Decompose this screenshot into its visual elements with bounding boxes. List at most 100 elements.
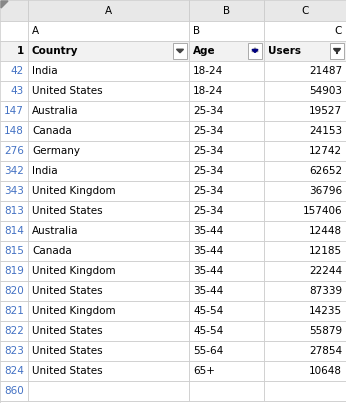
Bar — [0, 381, 28, 401]
Bar — [264, 381, 346, 401]
Text: 860: 860 — [4, 386, 24, 396]
Text: 813: 813 — [4, 206, 24, 216]
Text: 824: 824 — [4, 366, 24, 376]
Text: United Kingdom: United Kingdom — [32, 186, 116, 196]
Text: 25-34: 25-34 — [193, 206, 223, 216]
Bar — [28, 41, 189, 61]
Text: 43: 43 — [11, 86, 24, 96]
Bar — [0, 81, 28, 101]
Text: Canada: Canada — [32, 246, 72, 256]
Text: A: A — [105, 6, 112, 15]
Text: 1: 1 — [17, 46, 24, 56]
Bar — [264, 361, 346, 381]
Bar — [28, 101, 189, 121]
Bar — [189, 261, 264, 281]
Text: Canada: Canada — [32, 126, 72, 136]
Text: 12185: 12185 — [309, 246, 342, 256]
Text: United Kingdom: United Kingdom — [32, 266, 116, 276]
Bar — [189, 201, 264, 221]
Text: United States: United States — [32, 366, 103, 376]
Polygon shape — [334, 48, 340, 51]
Bar — [264, 141, 346, 161]
Text: A: A — [32, 26, 39, 36]
Bar — [0, 121, 28, 141]
Bar — [28, 121, 189, 141]
Text: 814: 814 — [4, 226, 24, 236]
Bar — [189, 61, 264, 81]
Text: 62652: 62652 — [309, 166, 342, 176]
Bar — [0, 221, 28, 241]
Bar — [264, 221, 346, 241]
Text: B: B — [193, 26, 200, 36]
Bar — [0, 241, 28, 261]
Text: India: India — [32, 66, 58, 76]
Text: 55-64: 55-64 — [193, 346, 223, 356]
Text: Age: Age — [193, 46, 216, 56]
Text: 815: 815 — [4, 246, 24, 256]
Bar — [28, 21, 189, 41]
Bar — [173, 43, 187, 59]
Bar — [264, 241, 346, 261]
Text: 35-44: 35-44 — [193, 226, 223, 236]
Polygon shape — [176, 49, 183, 53]
Bar — [264, 0, 346, 21]
Bar — [28, 201, 189, 221]
Bar — [28, 81, 189, 101]
Text: 35-44: 35-44 — [193, 266, 223, 276]
Bar — [28, 281, 189, 301]
Text: United States: United States — [32, 346, 103, 356]
Text: 148: 148 — [4, 126, 24, 136]
Bar — [0, 261, 28, 281]
Bar — [264, 61, 346, 81]
Text: United States: United States — [32, 206, 103, 216]
Text: 25-34: 25-34 — [193, 166, 223, 176]
Text: 342: 342 — [4, 166, 24, 176]
Bar — [189, 21, 264, 41]
Bar — [28, 141, 189, 161]
Bar — [189, 361, 264, 381]
Bar — [248, 43, 262, 59]
Bar — [0, 281, 28, 301]
Text: 10648: 10648 — [309, 366, 342, 376]
Text: 22244: 22244 — [309, 266, 342, 276]
Text: 87339: 87339 — [309, 286, 342, 296]
Bar — [0, 401, 346, 403]
Bar — [28, 221, 189, 241]
Text: 25-34: 25-34 — [193, 126, 223, 136]
Text: 45-54: 45-54 — [193, 326, 223, 336]
Bar — [264, 21, 346, 41]
Text: 54903: 54903 — [309, 86, 342, 96]
Bar — [0, 341, 28, 361]
Text: Australia: Australia — [32, 226, 79, 236]
Bar — [264, 81, 346, 101]
Bar — [189, 381, 264, 401]
Bar — [264, 161, 346, 181]
Bar — [330, 43, 344, 59]
Text: India: India — [32, 166, 58, 176]
Text: United States: United States — [32, 86, 103, 96]
Bar — [28, 361, 189, 381]
Text: C: C — [301, 6, 309, 15]
Bar — [0, 61, 28, 81]
Text: United States: United States — [32, 286, 103, 296]
Bar — [189, 141, 264, 161]
Bar — [189, 81, 264, 101]
Text: Country: Country — [32, 46, 79, 56]
Bar — [264, 341, 346, 361]
Bar — [28, 381, 189, 401]
Bar — [264, 201, 346, 221]
Text: 343: 343 — [4, 186, 24, 196]
Bar — [0, 0, 28, 21]
Polygon shape — [252, 50, 258, 52]
Text: 14235: 14235 — [309, 306, 342, 316]
Bar — [28, 321, 189, 341]
Bar — [189, 121, 264, 141]
Text: 24153: 24153 — [309, 126, 342, 136]
Text: 18-24: 18-24 — [193, 86, 223, 96]
Bar — [264, 261, 346, 281]
Bar — [264, 281, 346, 301]
Text: Germany: Germany — [32, 146, 80, 156]
Bar — [189, 161, 264, 181]
Text: Australia: Australia — [32, 106, 79, 116]
Text: 36796: 36796 — [309, 186, 342, 196]
